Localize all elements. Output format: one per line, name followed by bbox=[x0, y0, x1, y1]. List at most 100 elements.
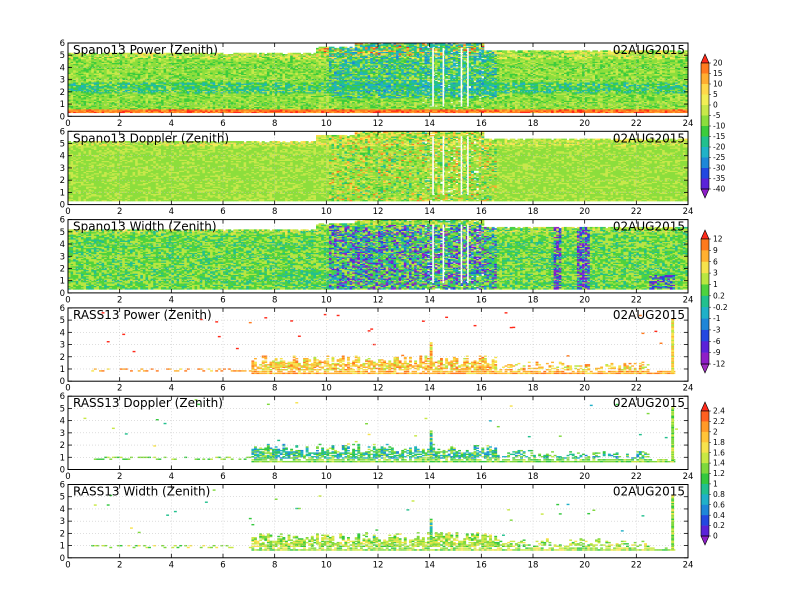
heatmap-cell bbox=[111, 58, 115, 61]
heatmap-cell bbox=[127, 61, 131, 63]
heatmap-cell bbox=[111, 104, 115, 106]
heatmap-cell bbox=[163, 74, 167, 77]
heatmap-cell bbox=[80, 89, 84, 92]
heatmap-cell bbox=[148, 99, 152, 101]
heatmap-cell bbox=[119, 62, 123, 65]
heatmap-cell bbox=[137, 56, 141, 59]
heatmap-cell bbox=[96, 72, 100, 74]
heatmap-cell bbox=[163, 88, 167, 90]
heatmap-cell bbox=[119, 82, 123, 84]
heatmap-cell bbox=[80, 95, 84, 98]
heatmap-cell bbox=[135, 67, 139, 70]
heatmap-cell bbox=[161, 91, 164, 94]
heatmap-cell bbox=[150, 94, 154, 96]
heatmap-cell bbox=[148, 110, 152, 112]
heatmap-cell bbox=[168, 91, 172, 94]
heatmap-cell bbox=[135, 84, 139, 87]
heatmap-cell bbox=[122, 75, 126, 78]
heatmap-cell bbox=[101, 82, 105, 84]
heatmap-cell bbox=[80, 66, 84, 68]
heatmap-cell bbox=[86, 82, 90, 84]
heatmap-cell bbox=[119, 52, 123, 55]
heatmap-cell bbox=[130, 95, 133, 98]
heatmap-cell bbox=[137, 107, 141, 110]
heatmap-cell bbox=[111, 85, 115, 88]
heatmap-cell bbox=[168, 77, 172, 79]
heatmap-cell bbox=[119, 69, 123, 72]
heatmap-cell bbox=[78, 89, 82, 92]
heatmap-cell bbox=[148, 62, 152, 65]
heatmap-cell bbox=[135, 88, 139, 90]
heatmap-cell bbox=[109, 86, 113, 89]
heatmap-cell bbox=[88, 54, 92, 56]
heatmap-cell bbox=[127, 80, 131, 83]
heatmap-cell bbox=[83, 102, 87, 105]
heatmap-cell bbox=[150, 84, 154, 87]
heatmap-cell bbox=[171, 52, 175, 55]
heatmap-cell bbox=[106, 94, 110, 96]
heatmap-cell bbox=[124, 75, 128, 78]
heatmap-cell bbox=[83, 67, 87, 70]
heatmap-cell bbox=[68, 89, 71, 92]
heatmap-cell bbox=[173, 57, 177, 60]
heatmap-cell bbox=[155, 54, 159, 56]
heatmap-cell bbox=[99, 58, 102, 61]
heatmap-cell bbox=[96, 94, 100, 96]
heatmap-cell bbox=[176, 74, 180, 77]
heatmap-cell bbox=[124, 71, 128, 73]
heatmap-cell bbox=[145, 66, 149, 68]
heatmap-cell bbox=[117, 77, 121, 79]
heatmap-cell bbox=[176, 106, 180, 109]
heatmap-cell bbox=[106, 100, 110, 103]
heatmap-cell bbox=[158, 78, 162, 81]
heatmap-cell bbox=[148, 101, 152, 104]
heatmap-cell bbox=[73, 82, 77, 84]
heatmap-cell bbox=[176, 95, 180, 98]
heatmap-cell bbox=[161, 85, 164, 88]
heatmap-cell bbox=[75, 93, 79, 95]
heatmap-cell bbox=[124, 101, 128, 104]
heatmap-cell bbox=[127, 85, 131, 88]
heatmap-cell bbox=[111, 84, 115, 87]
heatmap-cell bbox=[88, 100, 92, 103]
heatmap-cell bbox=[114, 75, 118, 78]
heatmap-cell bbox=[73, 62, 77, 65]
heatmap-cell bbox=[73, 90, 77, 93]
heatmap-cell bbox=[106, 93, 110, 95]
heatmap-cell bbox=[161, 80, 164, 83]
heatmap-cell bbox=[137, 79, 141, 82]
heatmap-cell bbox=[163, 64, 167, 67]
heatmap-cell bbox=[122, 67, 126, 70]
heatmap-cell bbox=[124, 88, 128, 90]
heatmap-cell bbox=[122, 62, 126, 65]
heatmap-cell bbox=[86, 86, 90, 89]
heatmap-cell bbox=[158, 104, 162, 106]
heatmap-cell bbox=[101, 55, 105, 57]
heatmap-cell bbox=[158, 93, 162, 95]
heatmap-cell bbox=[153, 61, 157, 63]
heatmap-cell bbox=[68, 80, 71, 83]
heatmap-cell bbox=[109, 83, 113, 85]
heatmap-cell bbox=[83, 88, 87, 90]
heatmap-cell bbox=[119, 78, 123, 81]
heatmap-cell bbox=[163, 96, 167, 99]
heatmap-cell bbox=[132, 72, 136, 74]
heatmap-cell bbox=[168, 82, 172, 84]
heatmap-cell bbox=[91, 75, 95, 78]
heatmap-cell bbox=[86, 94, 90, 96]
heatmap-cell bbox=[148, 97, 152, 100]
heatmap-cell bbox=[173, 62, 177, 65]
heatmap-cell bbox=[132, 108, 136, 111]
heatmap-cell bbox=[153, 96, 157, 99]
heatmap-cell bbox=[75, 88, 79, 90]
heatmap-cell bbox=[109, 80, 113, 83]
heatmap-cell bbox=[75, 60, 79, 62]
heatmap-cell bbox=[161, 74, 164, 77]
heatmap-cell bbox=[119, 110, 123, 112]
heatmap-cell bbox=[166, 82, 170, 84]
heatmap-cell bbox=[168, 105, 172, 107]
heatmap-cell bbox=[145, 85, 149, 88]
heatmap-cell bbox=[114, 105, 118, 107]
heatmap-cell bbox=[176, 105, 180, 107]
heatmap-cell bbox=[119, 106, 123, 109]
